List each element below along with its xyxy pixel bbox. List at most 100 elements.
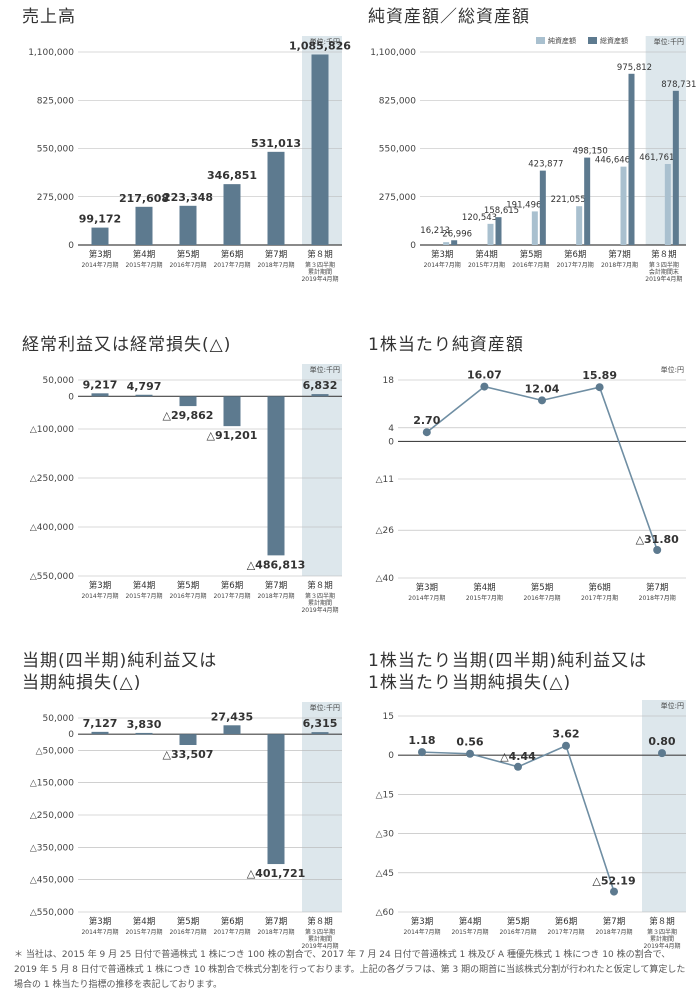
x-sub-label: 第３四半期累計期間 2019年4月期 <box>301 592 338 614</box>
data-label: 498,150 <box>573 147 608 157</box>
legend-label: 純資産額 <box>548 36 576 45</box>
legend-label: 総資産額 <box>600 36 628 45</box>
bar <box>91 227 109 245</box>
x-sub-label: 2017年7月期 <box>581 594 618 602</box>
unit-label: 単位:円 <box>661 701 684 710</box>
y-tick-label: △450,000 <box>30 876 74 886</box>
y-tick-label: 0 <box>68 392 74 402</box>
chart-title: 純資産額／総資産額 <box>368 7 530 27</box>
x-sub-label: 第３四半期累計期間 2019年4月期 <box>643 928 680 950</box>
series-line <box>426 385 658 551</box>
bar <box>91 393 109 397</box>
x-sub-label: 2015年7月期 <box>125 928 162 936</box>
data-label: 9,217 <box>83 378 118 391</box>
x-tick-label: 第８期 <box>307 916 333 927</box>
data-label: △52.19 <box>592 875 635 888</box>
x-tick-label: 第5期 <box>531 582 553 593</box>
bar <box>267 396 285 556</box>
x-sub-label: 2018年7月期 <box>595 928 632 936</box>
y-tick-label: △250,000 <box>30 474 74 484</box>
data-label: △4.44 <box>500 750 536 763</box>
data-point <box>595 383 604 392</box>
y-tick-label: 50,000 <box>43 376 75 386</box>
bar <box>311 394 329 397</box>
x-tick-label: 第4期 <box>133 916 155 927</box>
x-tick-label: 第5期 <box>507 916 529 927</box>
bar-net-assets <box>531 211 538 245</box>
chart-title: 売上高 <box>22 7 76 27</box>
y-tick-label: △550,000 <box>30 908 74 918</box>
y-tick-label: 825,000 <box>37 96 74 106</box>
x-tick-label: 第6期 <box>221 580 243 591</box>
x-sub-label: 2017年7月期 <box>213 261 250 269</box>
y-tick-label: △15 <box>376 790 394 800</box>
y-tick-label: △60 <box>376 908 395 918</box>
x-sub-label: 2017年7月期 <box>213 592 250 600</box>
x-tick-label: 第4期 <box>475 249 497 260</box>
x-sub-label: 2018年7月期 <box>639 594 676 602</box>
data-label: 15.89 <box>582 369 617 382</box>
x-tick-label: 第7期 <box>608 249 630 260</box>
x-tick-label: 第7期 <box>646 582 668 593</box>
data-label: 12.04 <box>525 382 560 395</box>
y-tick-label: △50,000 <box>36 746 75 756</box>
y-tick-label: 550,000 <box>379 145 416 155</box>
data-label: 158,615 <box>484 206 519 216</box>
bar <box>135 732 153 735</box>
data-label: 7,127 <box>83 717 118 730</box>
bar <box>223 725 241 735</box>
x-sub-label: 2014年7月期 <box>81 928 118 936</box>
chart-title: 1株当たり当期(四半期)純利益又は 1株当たり当期純損失(△) <box>368 651 648 693</box>
y-tick-label: 0 <box>410 241 416 251</box>
data-label: 16.07 <box>467 369 502 382</box>
data-label: 1,085,826 <box>289 39 351 52</box>
data-point <box>538 396 546 405</box>
x-sub-label: 2018年7月期 <box>257 592 294 600</box>
x-tick-label: 第6期 <box>564 249 586 260</box>
sales-bar-chart: 0275,000550,000825,0001,100,000単位:千円第3期2… <box>28 36 351 283</box>
x-sub-label: 2014年7月期 <box>424 261 461 269</box>
bar-total-assets <box>584 157 591 245</box>
panel-bps: 1株当たり純資産額 18 4 0 △11 △26 △40 単位:円 第3期 2014年7月期 第4… <box>368 334 698 624</box>
data-label: 99,172 <box>79 213 121 226</box>
panel-eps: 1株当たり当期(四半期)純利益又は 1株当たり当期純損失(△) 15 0 △15 △3… <box>368 650 698 950</box>
data-label: △91,201 <box>207 429 258 442</box>
highlight-band <box>642 700 686 912</box>
y-tick-label: △30 <box>376 830 395 840</box>
x-sub-label: 第３四半期累計期間 2019年4月期 <box>301 261 338 283</box>
data-label: △33,507 <box>163 748 214 761</box>
bar <box>311 732 329 735</box>
x-sub-label: 2018年7月期 <box>257 261 294 269</box>
y-tick-label: △45 <box>376 869 394 879</box>
x-sub-label: 2016年7月期 <box>169 928 206 936</box>
data-label: 4,797 <box>127 380 162 393</box>
y-tick-label: 0 <box>388 751 394 761</box>
y-tick-label: △11 <box>376 475 394 485</box>
y-tick-label: △350,000 <box>30 843 74 853</box>
data-label: 446,646 <box>595 156 630 166</box>
data-point <box>562 741 570 750</box>
data-point <box>418 748 426 757</box>
bar <box>179 396 197 407</box>
unit-label: 単位:千円 <box>654 37 684 46</box>
data-label: 423,877 <box>528 160 563 170</box>
data-point <box>466 749 474 758</box>
x-tick-label: 第８期 <box>649 916 675 927</box>
bar-total-assets <box>451 240 458 245</box>
x-tick-label: 第８期 <box>307 249 333 260</box>
x-tick-label: 第5期 <box>520 249 542 260</box>
data-label: 26,996 <box>442 229 472 239</box>
x-sub-label: 2015年7月期 <box>466 594 503 602</box>
bar <box>267 734 285 865</box>
y-tick-label: 15 <box>383 712 394 722</box>
bar <box>311 54 329 245</box>
data-label: 16,213 <box>420 226 450 236</box>
bar <box>91 731 109 735</box>
bar-total-assets <box>539 170 546 245</box>
y-tick-label: △26 <box>376 526 395 536</box>
x-tick-label: 第3期 <box>431 249 453 260</box>
data-label: 975,812 <box>617 63 652 73</box>
x-sub-label: 2016年7月期 <box>499 928 536 936</box>
data-label: 27,435 <box>211 710 253 723</box>
